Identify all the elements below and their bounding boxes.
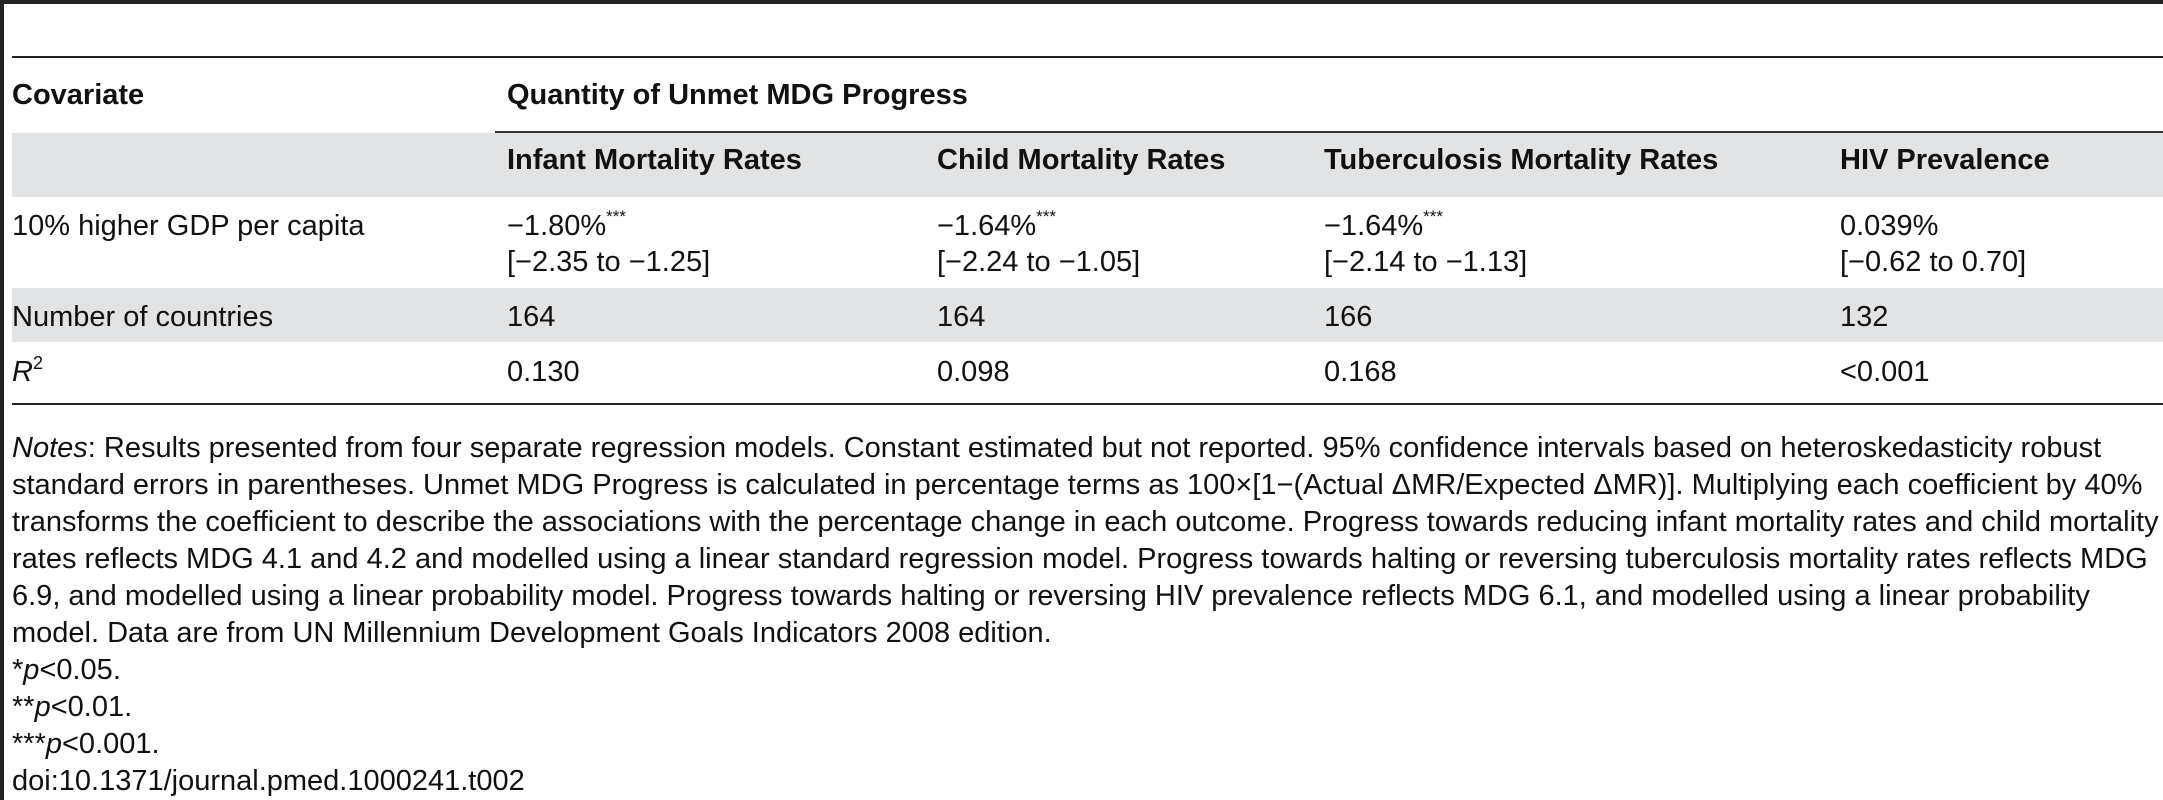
row-label-gdp: 10% higher GDP per capita <box>12 210 365 242</box>
table-cell: 0.130 <box>507 356 580 388</box>
doi-link[interactable]: doi:10.1371/journal.pmed.1000241.t002 <box>12 765 525 797</box>
notes-label: Notes <box>12 432 88 464</box>
column-header-child: Child Mortality Rates <box>937 144 1226 176</box>
table-cell: 166 <box>1324 301 1373 333</box>
notes-text: : Results presented from four separate r… <box>12 432 2159 649</box>
top-border <box>0 0 2163 4</box>
group-header: Quantity of Unmet MDG Progress <box>507 79 968 111</box>
significance-note: **p<0.01. <box>12 691 133 723</box>
column-header-infant: Infant Mortality Rates <box>507 144 802 176</box>
table-cell: <0.001 <box>1840 356 1930 388</box>
table-cell: 0.039% <box>1840 210 1939 242</box>
table-cell-ci: [−2.24 to −1.05] <box>937 246 1141 278</box>
table-cell: −1.64%*** <box>937 207 1057 242</box>
table-cell: 164 <box>507 301 556 333</box>
column-header-tuberculosis: Tuberculosis Mortality Rates <box>1324 144 1719 176</box>
table-cell-ci: [−0.62 to 0.70] <box>1840 246 2027 278</box>
left-border <box>0 0 4 800</box>
table-bottom-rule <box>12 403 2163 405</box>
table-cell: 132 <box>1840 301 1889 333</box>
column-header-hiv: HIV Prevalence <box>1840 144 2050 176</box>
table-notes: Notes: Results presented from four separ… <box>12 430 2162 800</box>
table-cell-ci: [−2.35 to −1.25] <box>507 246 711 278</box>
row-label-r-squared: R2 <box>12 353 43 388</box>
table-top-rule <box>12 56 2163 58</box>
row-label-countries: Number of countries <box>12 301 274 333</box>
table-cell: 0.168 <box>1324 356 1397 388</box>
significance-note: *p<0.05. <box>12 654 121 686</box>
row-band-countries <box>12 288 2163 342</box>
table-cell: 164 <box>937 301 986 333</box>
table-cell: 0.098 <box>937 356 1010 388</box>
significance-note: ***p<0.001. <box>12 728 160 760</box>
covariate-header: Covariate <box>12 79 145 111</box>
table-cell: −1.80%*** <box>507 207 627 242</box>
notes-paragraph: Notes: Results presented from four separ… <box>12 430 2162 652</box>
column-header-band <box>12 133 2163 197</box>
table-cell-ci: [−2.14 to −1.13] <box>1324 246 1528 278</box>
group-header-rule <box>495 131 2163 133</box>
table-cell: −1.64%*** <box>1324 207 1444 242</box>
